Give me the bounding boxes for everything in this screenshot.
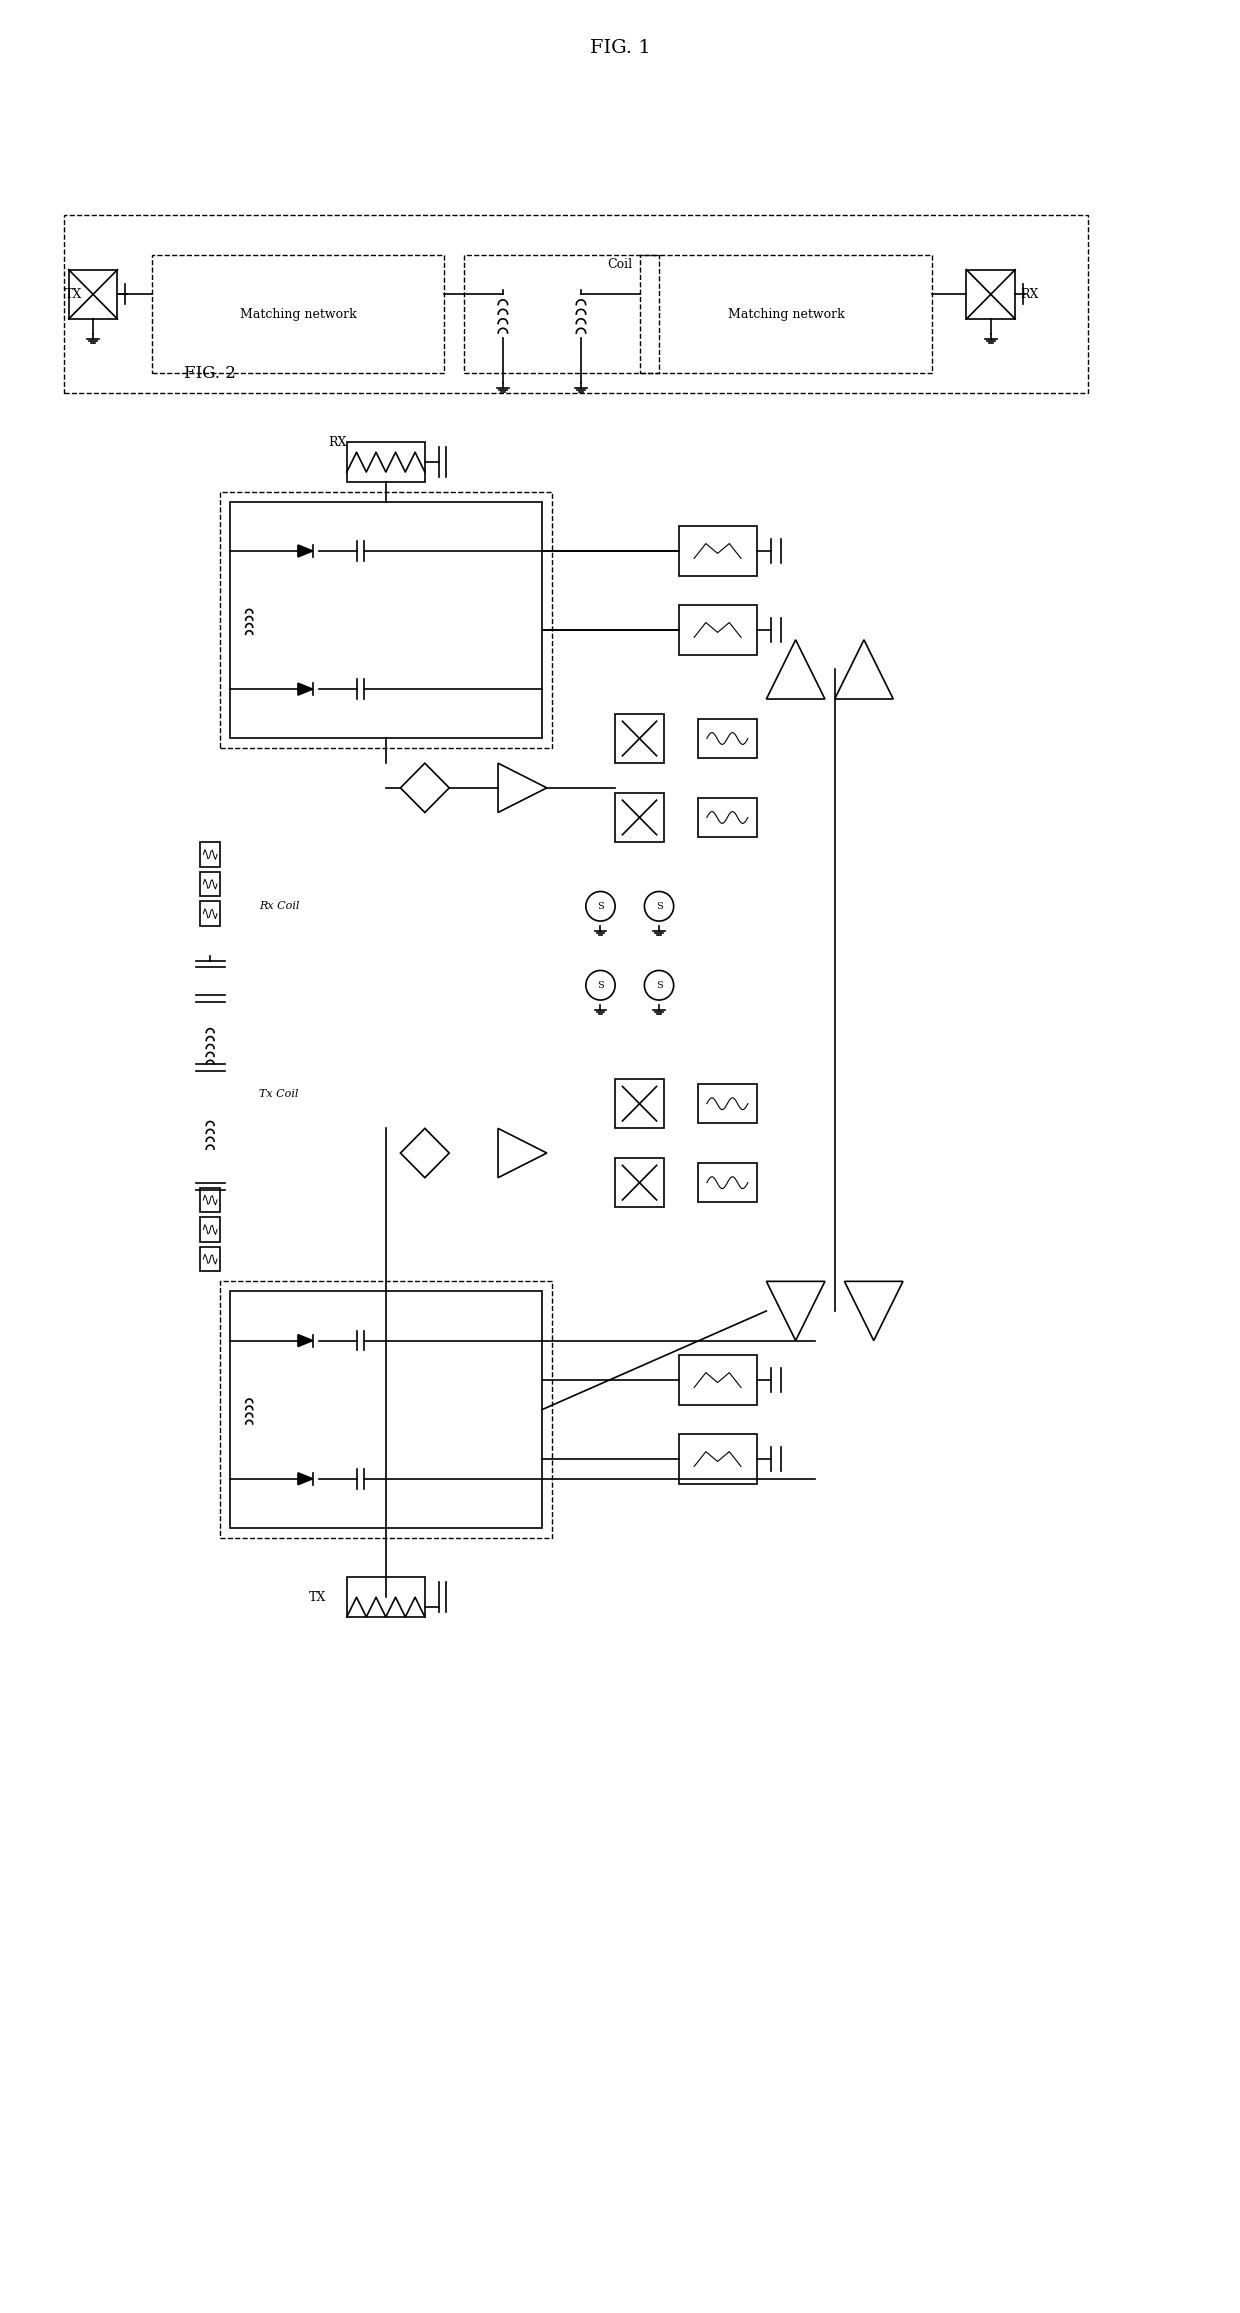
Bar <box>201 1247 219 1272</box>
Text: Tx Coil: Tx Coil <box>259 1089 299 1099</box>
Bar <box>615 1080 663 1129</box>
Text: Coil: Coil <box>608 259 632 271</box>
Bar <box>615 715 663 763</box>
Text: TX: TX <box>64 287 82 301</box>
Text: S: S <box>598 902 604 911</box>
Text: S: S <box>656 981 662 990</box>
Bar <box>464 254 658 372</box>
Text: Matching network: Matching network <box>239 308 356 322</box>
Bar <box>201 902 219 925</box>
Bar <box>201 842 219 867</box>
Bar <box>201 872 219 897</box>
Bar <box>63 215 1089 393</box>
Text: TX: TX <box>309 1591 326 1603</box>
Text: Matching network: Matching network <box>728 308 844 322</box>
Bar <box>698 719 756 759</box>
Polygon shape <box>298 1473 312 1485</box>
Bar <box>698 798 756 837</box>
Bar <box>615 1159 663 1207</box>
Text: S: S <box>656 902 662 911</box>
Bar <box>229 1291 542 1529</box>
Bar <box>201 1217 219 1242</box>
Bar <box>698 1085 756 1124</box>
Bar <box>201 1187 219 1212</box>
Bar <box>640 254 932 372</box>
Bar <box>219 1281 552 1538</box>
Text: FIG. 1: FIG. 1 <box>590 39 650 56</box>
Text: Rx Coil: Rx Coil <box>259 902 299 911</box>
Text: RX: RX <box>327 435 346 449</box>
Bar <box>347 1577 425 1617</box>
Bar <box>966 271 1016 319</box>
Bar <box>678 1355 756 1404</box>
Bar <box>68 271 118 319</box>
Bar <box>347 442 425 481</box>
Polygon shape <box>298 546 312 557</box>
Polygon shape <box>298 1335 312 1346</box>
Text: S: S <box>598 981 604 990</box>
Bar <box>219 493 552 749</box>
Bar <box>229 502 542 738</box>
Bar <box>615 793 663 842</box>
Bar <box>678 1434 756 1483</box>
Bar <box>678 527 756 576</box>
Bar <box>151 254 444 372</box>
Text: FIG. 2: FIG. 2 <box>185 365 236 382</box>
Bar <box>698 1163 756 1203</box>
Polygon shape <box>298 682 312 696</box>
Text: RX: RX <box>1021 287 1039 301</box>
Bar <box>678 606 756 655</box>
